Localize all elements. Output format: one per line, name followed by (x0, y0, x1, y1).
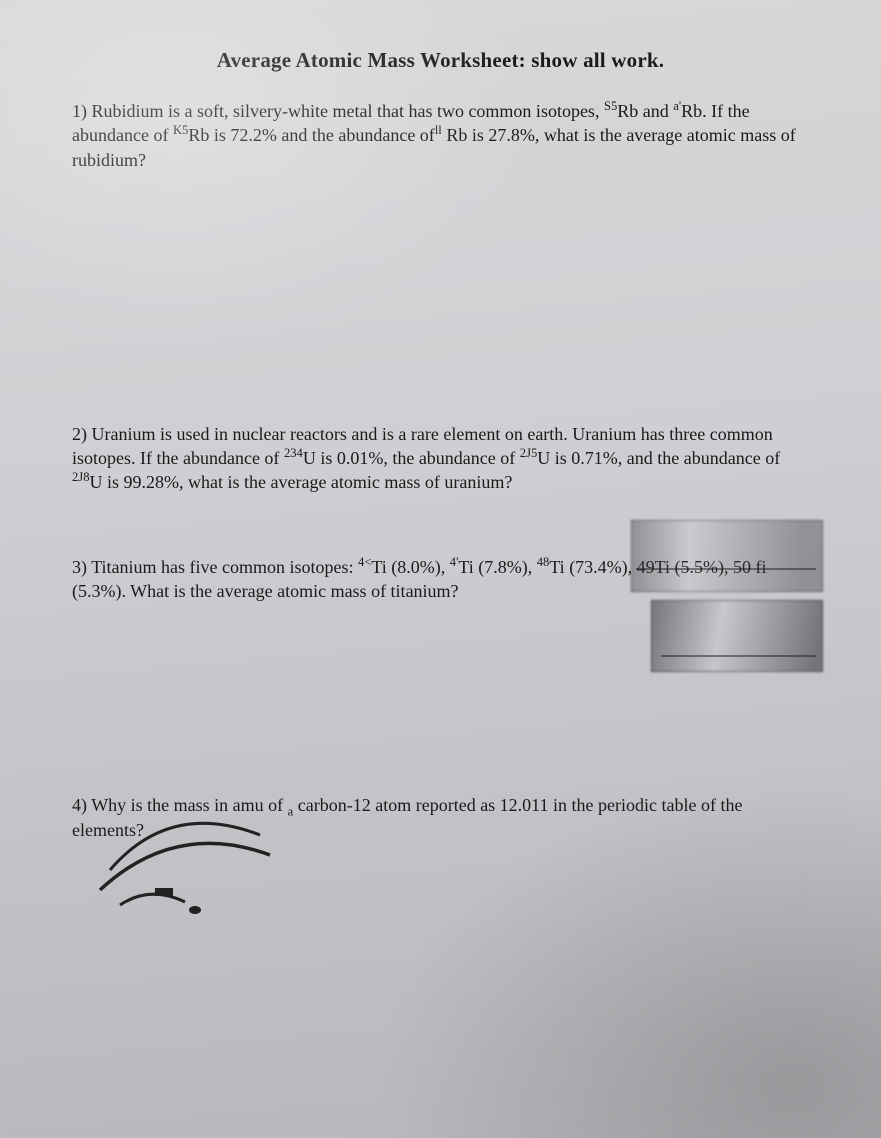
q1-iso2-sup: a' (673, 99, 681, 113)
q3-iso3-el: Ti (549, 557, 564, 577)
q1-iso3-el: Rb (188, 125, 209, 145)
worksheet-page: Average Atomic Mass Worksheet: show all … (0, 0, 881, 1138)
q2-iso2-sup: 2J5 (520, 446, 538, 460)
q1-text-2: and (638, 101, 673, 121)
scan-artifact-smudge (621, 510, 831, 680)
q3-iso2-el: Ti (458, 557, 473, 577)
question-2: 2) Uranium is used in nuclear reactors a… (72, 422, 809, 495)
q2-iso1-el: U (303, 448, 316, 468)
q2-iso1-sup: 234 (284, 446, 303, 460)
q2-text-4: is 99.28%, what is the average atomic ma… (103, 472, 513, 492)
q1-text-1: Rubidium is a soft, silvery-white metal … (92, 101, 604, 121)
q1-iso4-sup: ll (435, 123, 442, 137)
page-title: Average Atomic Mass Worksheet: show all … (72, 48, 809, 73)
q4-number: 4) (72, 795, 87, 815)
q3-pct1: (8.0%), (387, 557, 450, 577)
q2-text-3: is 0.71%, and the abundance of (550, 448, 780, 468)
q1-number: 1) (72, 101, 87, 121)
q1-iso1-el: Rb (617, 101, 638, 121)
q2-iso2-el: U (537, 448, 550, 468)
question-1: 1) Rubidium is a soft, silvery-white met… (72, 99, 809, 172)
q2-text-2: is 0.01%, the abundance of (316, 448, 520, 468)
q3-pct2: (7.8%), (474, 557, 537, 577)
q3-pct5: (5.3%). What is the average atomic mass … (72, 581, 459, 601)
q1-iso4-el: Rb (442, 125, 468, 145)
q2-iso3-sup: 2J8 (72, 470, 90, 484)
q2-number: 2) (72, 424, 87, 444)
q3-iso3-sup: 48 (537, 555, 550, 569)
q2-iso3-el: U (90, 472, 103, 492)
q1-iso1-sup: S5 (604, 99, 617, 113)
q3-number: 3) (72, 557, 87, 577)
q3-iso1-sup: 4< (358, 555, 371, 569)
q3-text-1: Titanium has five common isotopes: (91, 557, 358, 577)
q1-iso3-sup: K5 (173, 123, 188, 137)
q1-iso2-el: Rb (681, 101, 702, 121)
scan-artifact-scribble (90, 810, 310, 930)
q1-text-4: is 72.2% and the abundance of (209, 125, 434, 145)
q3-iso1-el: Ti (371, 557, 386, 577)
